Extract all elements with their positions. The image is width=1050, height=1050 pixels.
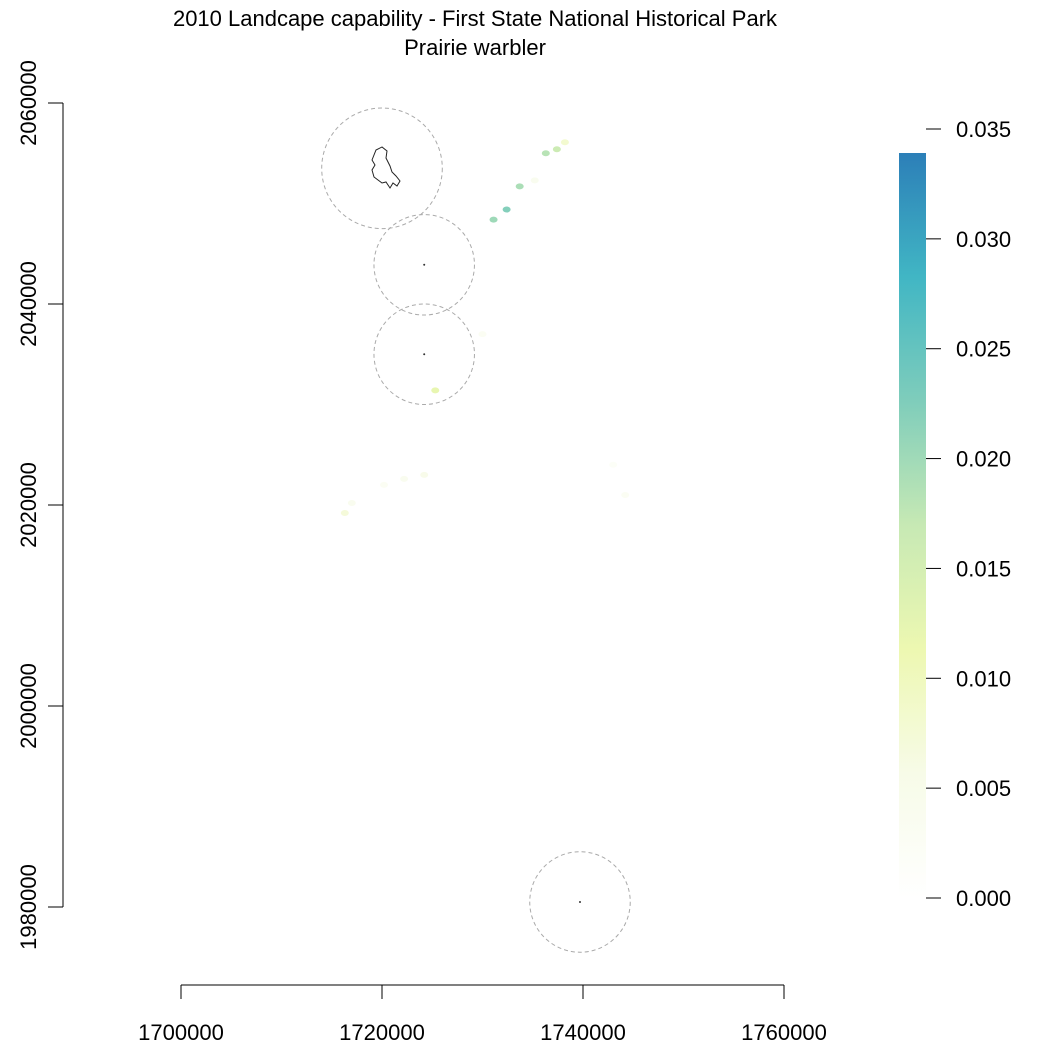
legend-ticks: 0.000 0.005 0.010 0.015 0.020 0.025 0.030 0.035 xyxy=(926,117,1011,911)
habitat-patch xyxy=(340,510,349,517)
legend: 0.000 0.005 0.010 0.015 0.020 0.025 0.030 0.035 xyxy=(899,117,1011,911)
x-tick-label: 1720000 xyxy=(339,1020,425,1045)
habitat-patch xyxy=(515,183,524,190)
habitat-patch xyxy=(552,146,561,153)
legend-tick-label: 0.035 xyxy=(956,117,1011,142)
buffer-layer xyxy=(321,107,631,953)
buffer-circle xyxy=(373,303,475,405)
legend-tick-label: 0.025 xyxy=(956,337,1011,362)
buffer-circle xyxy=(373,214,475,316)
y-tick-label: 2060000 xyxy=(16,60,41,146)
legend-tick-label: 0.005 xyxy=(956,776,1011,801)
y-tick-label: 2040000 xyxy=(16,261,41,347)
habitat-patches-layer xyxy=(340,139,630,517)
x-axis: 1700000 1720000 1740000 1760000 xyxy=(138,984,827,1045)
map-subtitle: Prairie warbler xyxy=(404,35,546,60)
legend-tick-label: 0.020 xyxy=(956,447,1011,472)
legend-tick-label: 0.015 xyxy=(956,556,1011,581)
habitat-patch xyxy=(541,150,550,157)
y-tick-label: 1980000 xyxy=(16,864,41,950)
park-unit-marker xyxy=(423,263,426,266)
map-title: 2010 Landcape capability - First State N… xyxy=(172,6,778,31)
legend-tick-label: 0.030 xyxy=(956,227,1011,252)
habitat-patch xyxy=(420,471,429,478)
habitat-patch xyxy=(489,216,498,223)
habitat-patch xyxy=(347,499,356,506)
park-unit-marker xyxy=(578,900,581,903)
buffer-circle xyxy=(321,107,443,230)
legend-tick-label: 0.000 xyxy=(956,886,1011,911)
habitat-patch xyxy=(530,177,539,184)
habitat-patch xyxy=(609,461,618,468)
y-tick-label: 2020000 xyxy=(16,462,41,548)
legend-color-bar xyxy=(899,153,926,898)
legend-tick-label: 0.010 xyxy=(956,666,1011,691)
habitat-patch xyxy=(502,206,511,213)
habitat-patch xyxy=(621,491,630,498)
habitat-patch xyxy=(380,481,389,488)
x-tick-label: 1740000 xyxy=(540,1020,626,1045)
habitat-patch xyxy=(560,139,569,146)
x-tick-label: 1760000 xyxy=(741,1020,827,1045)
y-tick-label: 2000000 xyxy=(16,663,41,749)
buffer-circle xyxy=(529,851,631,953)
habitat-patch xyxy=(478,331,487,338)
park-unit-marker xyxy=(423,353,426,356)
habitat-patch xyxy=(400,475,409,482)
park-boundary-outline xyxy=(371,146,401,189)
y-axis: 1980000 2000000 2020000 2040000 2060000 xyxy=(16,60,64,950)
habitat-patch xyxy=(431,387,440,394)
park-centroid-layer xyxy=(423,263,581,903)
x-tick-label: 1700000 xyxy=(138,1020,224,1045)
